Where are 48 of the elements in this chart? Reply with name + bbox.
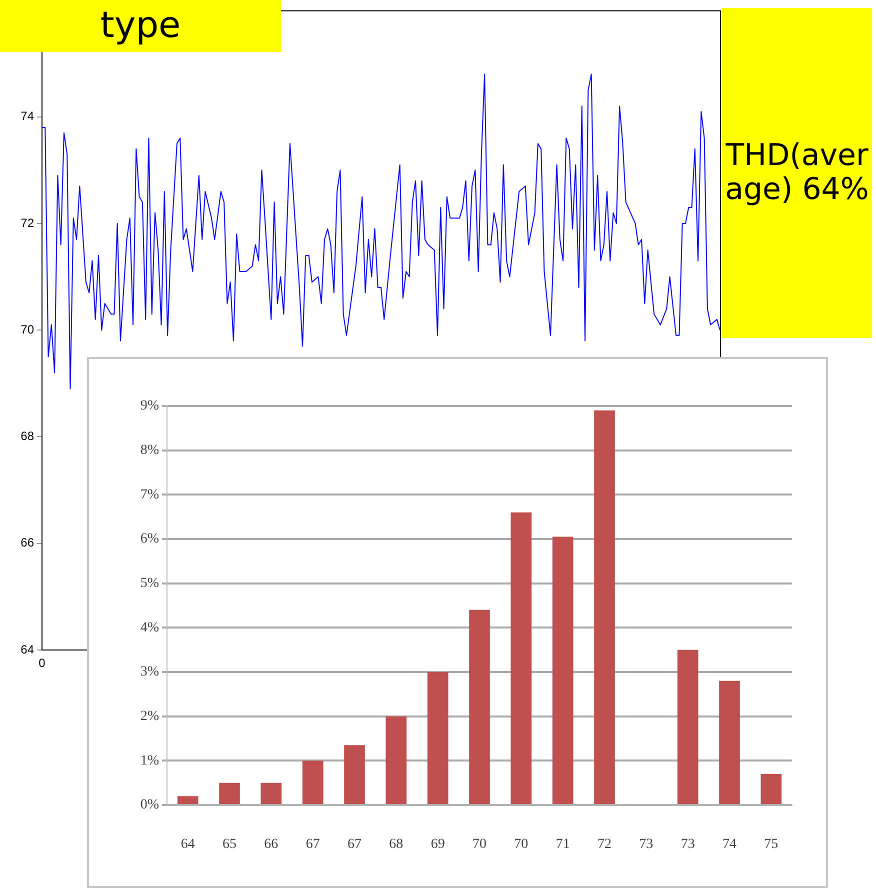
x-tick-label: 74 [722, 837, 736, 852]
note-box: THD(average) 64% [722, 8, 872, 338]
bar [469, 610, 490, 804]
y-tick-label: 3% [140, 664, 160, 680]
x-tick-label: 70 [514, 837, 528, 852]
y-tick-label: 1% [140, 753, 160, 768]
text: 0 [38, 656, 46, 672]
bar [719, 680, 740, 804]
y-tick-label: 66 [20, 536, 34, 550]
y-tick-label: 5% [140, 576, 160, 592]
x-tick-label: 75 [764, 837, 778, 852]
x-tick-label: 67 [348, 837, 362, 852]
y-tick-label: 74 [20, 109, 34, 124]
bar [344, 745, 365, 804]
bar [760, 774, 782, 804]
y-tick-label: 68 [20, 429, 34, 444]
bar [677, 650, 698, 804]
note-box: type [0, 0, 281, 52]
y-tick-label: 64 [20, 642, 34, 656]
y-tick-label: 2% [140, 709, 160, 724]
bar [594, 410, 615, 804]
x-tick-label: 65 [222, 837, 236, 852]
bar [177, 796, 198, 804]
x-tick-label: 64 [180, 837, 195, 852]
x-tick-label: 68 [389, 837, 404, 852]
y-tick-label: 0% [140, 798, 160, 813]
y-tick-label: 7% [140, 487, 160, 502]
y-tick-label: 70 [20, 322, 34, 336]
bar [427, 672, 448, 804]
x-tick-label: 73 [680, 837, 695, 852]
x-tick-label: 71 [556, 837, 570, 852]
x-tick-label: 72 [598, 837, 612, 852]
x-tick-label: 70 [472, 837, 486, 852]
y-tick-label: 4% [140, 620, 160, 636]
bar [510, 512, 532, 804]
y-tick-label: 8% [140, 443, 160, 458]
bar [302, 760, 324, 804]
x-tick-label: 69 [430, 837, 445, 852]
x-tick-label: 67 [306, 837, 320, 852]
x-tick-label: 73 [639, 837, 654, 852]
bar [552, 536, 574, 804]
bar [386, 716, 407, 804]
bar [260, 782, 282, 804]
y-tick-label: 72 [20, 216, 34, 230]
y-tick-label: 6% [140, 532, 160, 547]
x-tick-label: 66 [264, 837, 278, 852]
y-tick-label: 9% [140, 398, 160, 414]
bar [219, 782, 240, 804]
